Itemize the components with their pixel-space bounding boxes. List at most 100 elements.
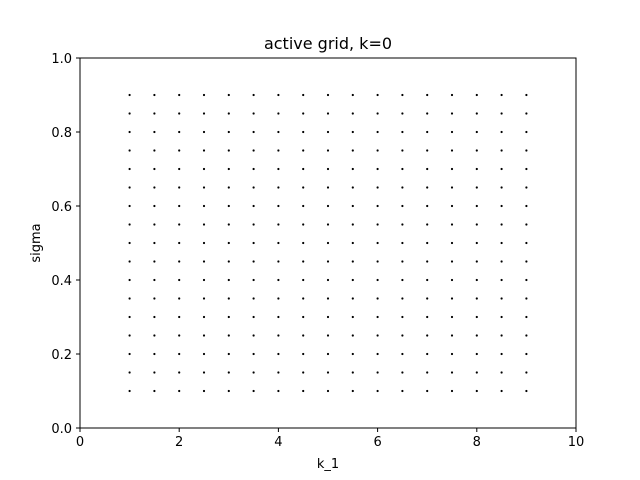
data-point-236 bbox=[500, 149, 503, 152]
data-point-47 bbox=[450, 352, 454, 356]
data-point-95 bbox=[376, 297, 379, 300]
data-point-13 bbox=[450, 389, 454, 393]
data-point-21 bbox=[227, 371, 230, 374]
data-point-62 bbox=[401, 334, 404, 337]
data-point-232 bbox=[401, 149, 404, 152]
data-point-161 bbox=[326, 223, 330, 226]
data-point-284 bbox=[426, 93, 429, 97]
data-point-40 bbox=[277, 352, 280, 356]
data-point-139 bbox=[202, 241, 206, 245]
data-point-210 bbox=[277, 167, 280, 171]
data-point-10 bbox=[376, 389, 379, 393]
data-point-16 bbox=[525, 389, 528, 393]
data-point-238 bbox=[128, 130, 131, 134]
data-point-19 bbox=[178, 371, 181, 374]
y-tick-label: 0.8 bbox=[51, 126, 72, 141]
data-point-144 bbox=[326, 241, 330, 245]
data-point-107 bbox=[252, 278, 255, 282]
data-point-185 bbox=[500, 204, 503, 208]
data-point-153 bbox=[128, 223, 131, 226]
data-point-8 bbox=[326, 389, 330, 393]
data-point-123 bbox=[227, 260, 230, 263]
data-point-30 bbox=[450, 371, 454, 374]
data-point-154 bbox=[153, 223, 156, 226]
data-point-31 bbox=[475, 371, 478, 374]
data-point-80 bbox=[426, 315, 429, 319]
data-point-204 bbox=[128, 167, 131, 171]
data-point-268 bbox=[450, 112, 454, 115]
data-point-118 bbox=[525, 278, 528, 282]
data-point-182 bbox=[426, 204, 429, 208]
data-point-61 bbox=[376, 334, 379, 337]
data-point-96 bbox=[401, 297, 404, 300]
data-point-129 bbox=[376, 260, 379, 263]
y-tick-label: 0.2 bbox=[51, 348, 72, 363]
data-point-128 bbox=[351, 260, 354, 263]
data-point-5 bbox=[252, 389, 255, 393]
data-point-211 bbox=[302, 167, 305, 171]
data-point-283 bbox=[401, 93, 404, 97]
data-point-101 bbox=[525, 297, 528, 300]
data-point-259 bbox=[227, 112, 230, 115]
data-point-146 bbox=[376, 241, 379, 245]
data-point-57 bbox=[277, 334, 280, 337]
data-point-228 bbox=[302, 149, 305, 152]
data-point-275 bbox=[202, 93, 206, 97]
data-point-164 bbox=[401, 223, 404, 226]
data-point-152 bbox=[525, 241, 528, 245]
data-point-99 bbox=[475, 297, 478, 300]
data-point-82 bbox=[475, 315, 478, 319]
data-point-231 bbox=[376, 149, 379, 152]
data-point-207 bbox=[202, 167, 206, 171]
data-point-111 bbox=[351, 278, 354, 282]
data-point-75 bbox=[302, 315, 305, 319]
data-point-224 bbox=[202, 149, 206, 152]
data-point-136 bbox=[128, 241, 131, 245]
data-point-106 bbox=[227, 278, 230, 282]
data-point-206 bbox=[178, 167, 181, 171]
data-point-266 bbox=[401, 112, 404, 115]
data-point-24 bbox=[302, 371, 305, 374]
data-point-27 bbox=[376, 371, 379, 374]
x-tick-label: 6 bbox=[373, 435, 381, 450]
data-point-50 bbox=[525, 352, 528, 356]
data-point-175 bbox=[252, 204, 255, 208]
data-point-247 bbox=[351, 130, 354, 134]
data-point-197 bbox=[376, 186, 379, 189]
data-point-168 bbox=[500, 223, 503, 226]
data-point-216 bbox=[426, 167, 429, 171]
data-point-263 bbox=[326, 112, 330, 115]
data-point-184 bbox=[475, 204, 478, 208]
data-point-150 bbox=[475, 241, 478, 245]
data-point-29 bbox=[426, 371, 429, 374]
data-point-223 bbox=[178, 149, 181, 152]
data-point-149 bbox=[450, 241, 454, 245]
data-point-282 bbox=[376, 93, 379, 97]
x-tick-label: 0 bbox=[76, 435, 84, 450]
data-point-285 bbox=[450, 93, 454, 97]
data-point-43 bbox=[351, 352, 354, 356]
data-point-140 bbox=[227, 241, 230, 245]
data-point-65 bbox=[475, 334, 478, 337]
data-point-145 bbox=[351, 241, 354, 245]
data-point-234 bbox=[450, 149, 454, 152]
data-point-41 bbox=[302, 352, 305, 356]
data-point-138 bbox=[178, 241, 181, 245]
data-point-225 bbox=[227, 149, 230, 152]
data-point-235 bbox=[475, 149, 478, 152]
data-point-180 bbox=[376, 204, 379, 208]
data-point-25 bbox=[326, 371, 330, 374]
data-point-131 bbox=[426, 260, 429, 263]
data-point-103 bbox=[153, 278, 156, 282]
x-tick-label: 4 bbox=[274, 435, 282, 450]
data-point-187 bbox=[128, 186, 131, 189]
data-point-265 bbox=[376, 112, 379, 115]
data-point-215 bbox=[401, 167, 404, 171]
data-point-100 bbox=[500, 297, 503, 300]
data-point-98 bbox=[450, 297, 454, 300]
data-point-68 bbox=[128, 315, 131, 319]
data-point-188 bbox=[153, 186, 156, 189]
x-axis-label: k_1 bbox=[317, 457, 339, 472]
data-point-177 bbox=[302, 204, 305, 208]
data-point-147 bbox=[401, 241, 404, 245]
